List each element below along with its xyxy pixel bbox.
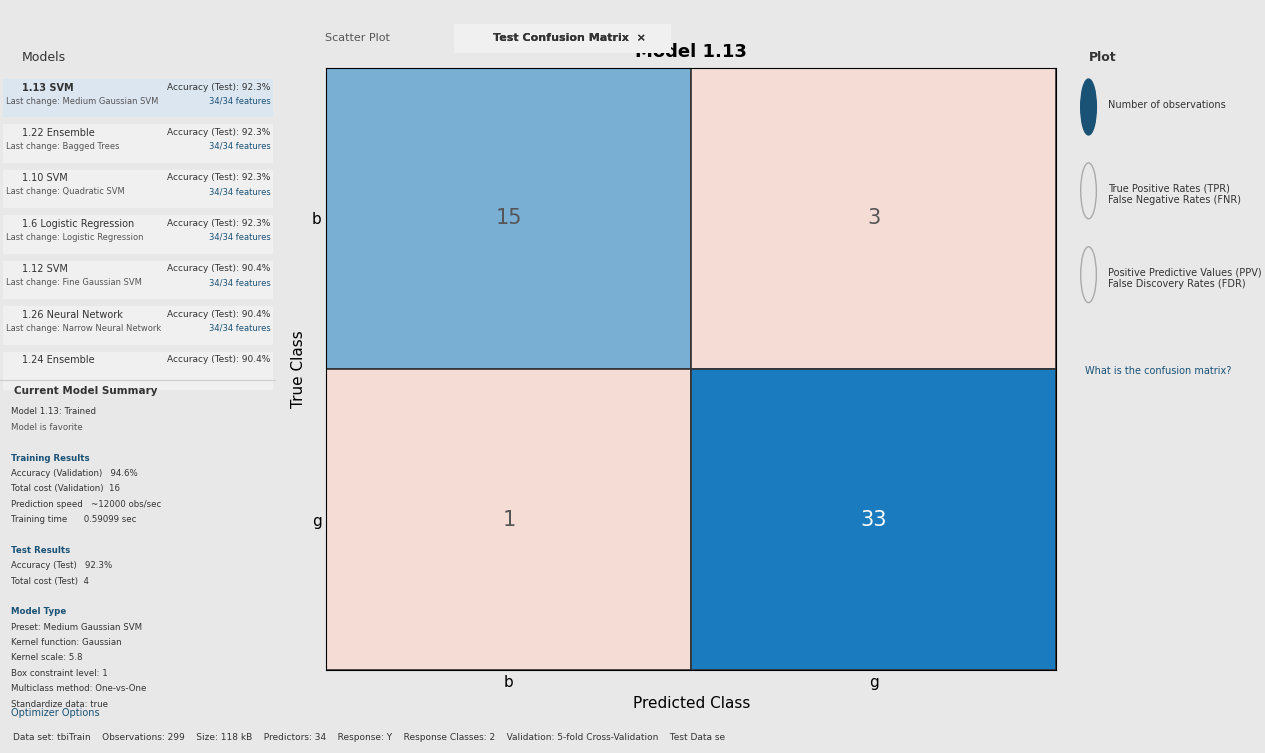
Text: Total cost (Test)  4: Total cost (Test) 4 — [11, 577, 89, 586]
Text: Kernel function: Gaussian: Kernel function: Gaussian — [11, 638, 121, 647]
FancyBboxPatch shape — [3, 170, 273, 209]
Text: 34/34 features: 34/34 features — [209, 324, 271, 333]
Text: Box constraint level: 1: Box constraint level: 1 — [11, 669, 108, 678]
Text: Accuracy (Test): 90.4%: Accuracy (Test): 90.4% — [167, 309, 271, 319]
Text: 1.24 Ensemble: 1.24 Ensemble — [22, 355, 95, 365]
Text: 1.12 SVM: 1.12 SVM — [22, 264, 68, 274]
Text: Accuracy (Test)   92.3%: Accuracy (Test) 92.3% — [11, 561, 113, 570]
Bar — [454, 24, 672, 53]
Text: Last change: Logistic Regression: Last change: Logistic Regression — [5, 233, 143, 242]
Text: Kernel scale: 5.8: Kernel scale: 5.8 — [11, 654, 82, 663]
Text: Scatter Plot: Scatter Plot — [325, 33, 390, 44]
Text: Prediction speed   ~12000 obs/sec: Prediction speed ~12000 obs/sec — [11, 500, 161, 509]
Text: Accuracy (Test): 92.3%: Accuracy (Test): 92.3% — [167, 83, 271, 92]
FancyBboxPatch shape — [3, 306, 273, 345]
Text: Last change: Quadratic SVM: Last change: Quadratic SVM — [5, 187, 124, 197]
Text: Training time      0.59099 sec: Training time 0.59099 sec — [11, 515, 137, 524]
Y-axis label: True Class: True Class — [291, 330, 306, 408]
Text: Models: Models — [22, 51, 66, 64]
Bar — [326, 68, 691, 369]
Text: Last change: Medium Gaussian SVM: Last change: Medium Gaussian SVM — [5, 96, 158, 105]
FancyBboxPatch shape — [3, 261, 273, 299]
Text: 1.26 Neural Network: 1.26 Neural Network — [22, 309, 123, 319]
Bar — [691, 369, 1056, 670]
Text: Plot: Plot — [1088, 51, 1116, 64]
Text: Model is favorite: Model is favorite — [11, 423, 82, 431]
Text: 34/34 features: 34/34 features — [209, 233, 271, 242]
Bar — [691, 68, 1056, 369]
FancyBboxPatch shape — [3, 215, 273, 254]
Text: Last change: Fine Gaussian SVM: Last change: Fine Gaussian SVM — [5, 278, 142, 287]
Text: Accuracy (Validation)   94.6%: Accuracy (Validation) 94.6% — [11, 469, 138, 478]
Text: True Positive Rates (TPR)
False Negative Rates (FNR): True Positive Rates (TPR) False Negative… — [1108, 184, 1241, 206]
Text: Test Confusion Matrix  ×: Test Confusion Matrix × — [493, 33, 646, 44]
Text: Test Confusion Matrix  ×: Test Confusion Matrix × — [493, 33, 646, 44]
Text: 1.10 SVM: 1.10 SVM — [22, 173, 68, 184]
Text: Positive Predictive Values (PPV)
False Discovery Rates (FDR): Positive Predictive Values (PPV) False D… — [1108, 268, 1261, 289]
Text: Accuracy (Test): 90.4%: Accuracy (Test): 90.4% — [167, 355, 271, 364]
Text: Training Results: Training Results — [11, 453, 90, 462]
FancyBboxPatch shape — [3, 124, 273, 163]
Text: Total cost (Validation)  16: Total cost (Validation) 16 — [11, 484, 120, 493]
Bar — [326, 369, 691, 670]
Text: Model Type: Model Type — [11, 608, 66, 616]
Text: 1.13 SVM: 1.13 SVM — [22, 83, 73, 93]
Text: 1: 1 — [502, 510, 515, 529]
Text: Last change: Narrow Neural Network: Last change: Narrow Neural Network — [5, 324, 161, 333]
Text: Test Results: Test Results — [11, 546, 71, 555]
Text: 34/34 features: 34/34 features — [209, 96, 271, 105]
X-axis label: Predicted Class: Predicted Class — [632, 696, 750, 711]
Text: Preset: Medium Gaussian SVM: Preset: Medium Gaussian SVM — [11, 623, 142, 632]
Text: Accuracy (Test): 92.3%: Accuracy (Test): 92.3% — [167, 219, 271, 228]
Text: Data set: tbiTrain    Observations: 299    Size: 118 kB    Predictors: 34    Res: Data set: tbiTrain Observations: 299 Siz… — [13, 733, 725, 742]
Text: What is the confusion matrix?: What is the confusion matrix? — [1084, 365, 1231, 376]
Text: 15: 15 — [496, 209, 522, 228]
Text: Current Model Summary: Current Model Summary — [14, 386, 157, 397]
Text: 3: 3 — [868, 209, 880, 228]
Text: 34/34 features: 34/34 features — [209, 187, 271, 197]
FancyBboxPatch shape — [3, 352, 273, 390]
Text: Optimizer Options: Optimizer Options — [11, 708, 100, 718]
Text: Accuracy (Test): 92.3%: Accuracy (Test): 92.3% — [167, 128, 271, 137]
Text: Multiclass method: One-vs-One: Multiclass method: One-vs-One — [11, 684, 147, 694]
Circle shape — [1080, 79, 1097, 135]
Text: 1.22 Ensemble: 1.22 Ensemble — [22, 128, 95, 138]
Text: Standardize data: true: Standardize data: true — [11, 700, 108, 709]
Text: Accuracy (Test): 92.3%: Accuracy (Test): 92.3% — [167, 173, 271, 182]
Text: 34/34 features: 34/34 features — [209, 142, 271, 151]
Text: 34/34 features: 34/34 features — [209, 278, 271, 287]
Text: Last change: Bagged Trees: Last change: Bagged Trees — [5, 142, 119, 151]
Text: 1.6 Logistic Regression: 1.6 Logistic Regression — [22, 219, 134, 229]
Text: Model 1.13: Trained: Model 1.13: Trained — [11, 407, 96, 416]
Text: Accuracy (Test): 90.4%: Accuracy (Test): 90.4% — [167, 264, 271, 273]
Title: Model 1.13: Model 1.13 — [635, 43, 748, 61]
Text: Number of observations: Number of observations — [1108, 100, 1226, 110]
Text: 33: 33 — [860, 510, 887, 529]
FancyBboxPatch shape — [3, 79, 273, 117]
